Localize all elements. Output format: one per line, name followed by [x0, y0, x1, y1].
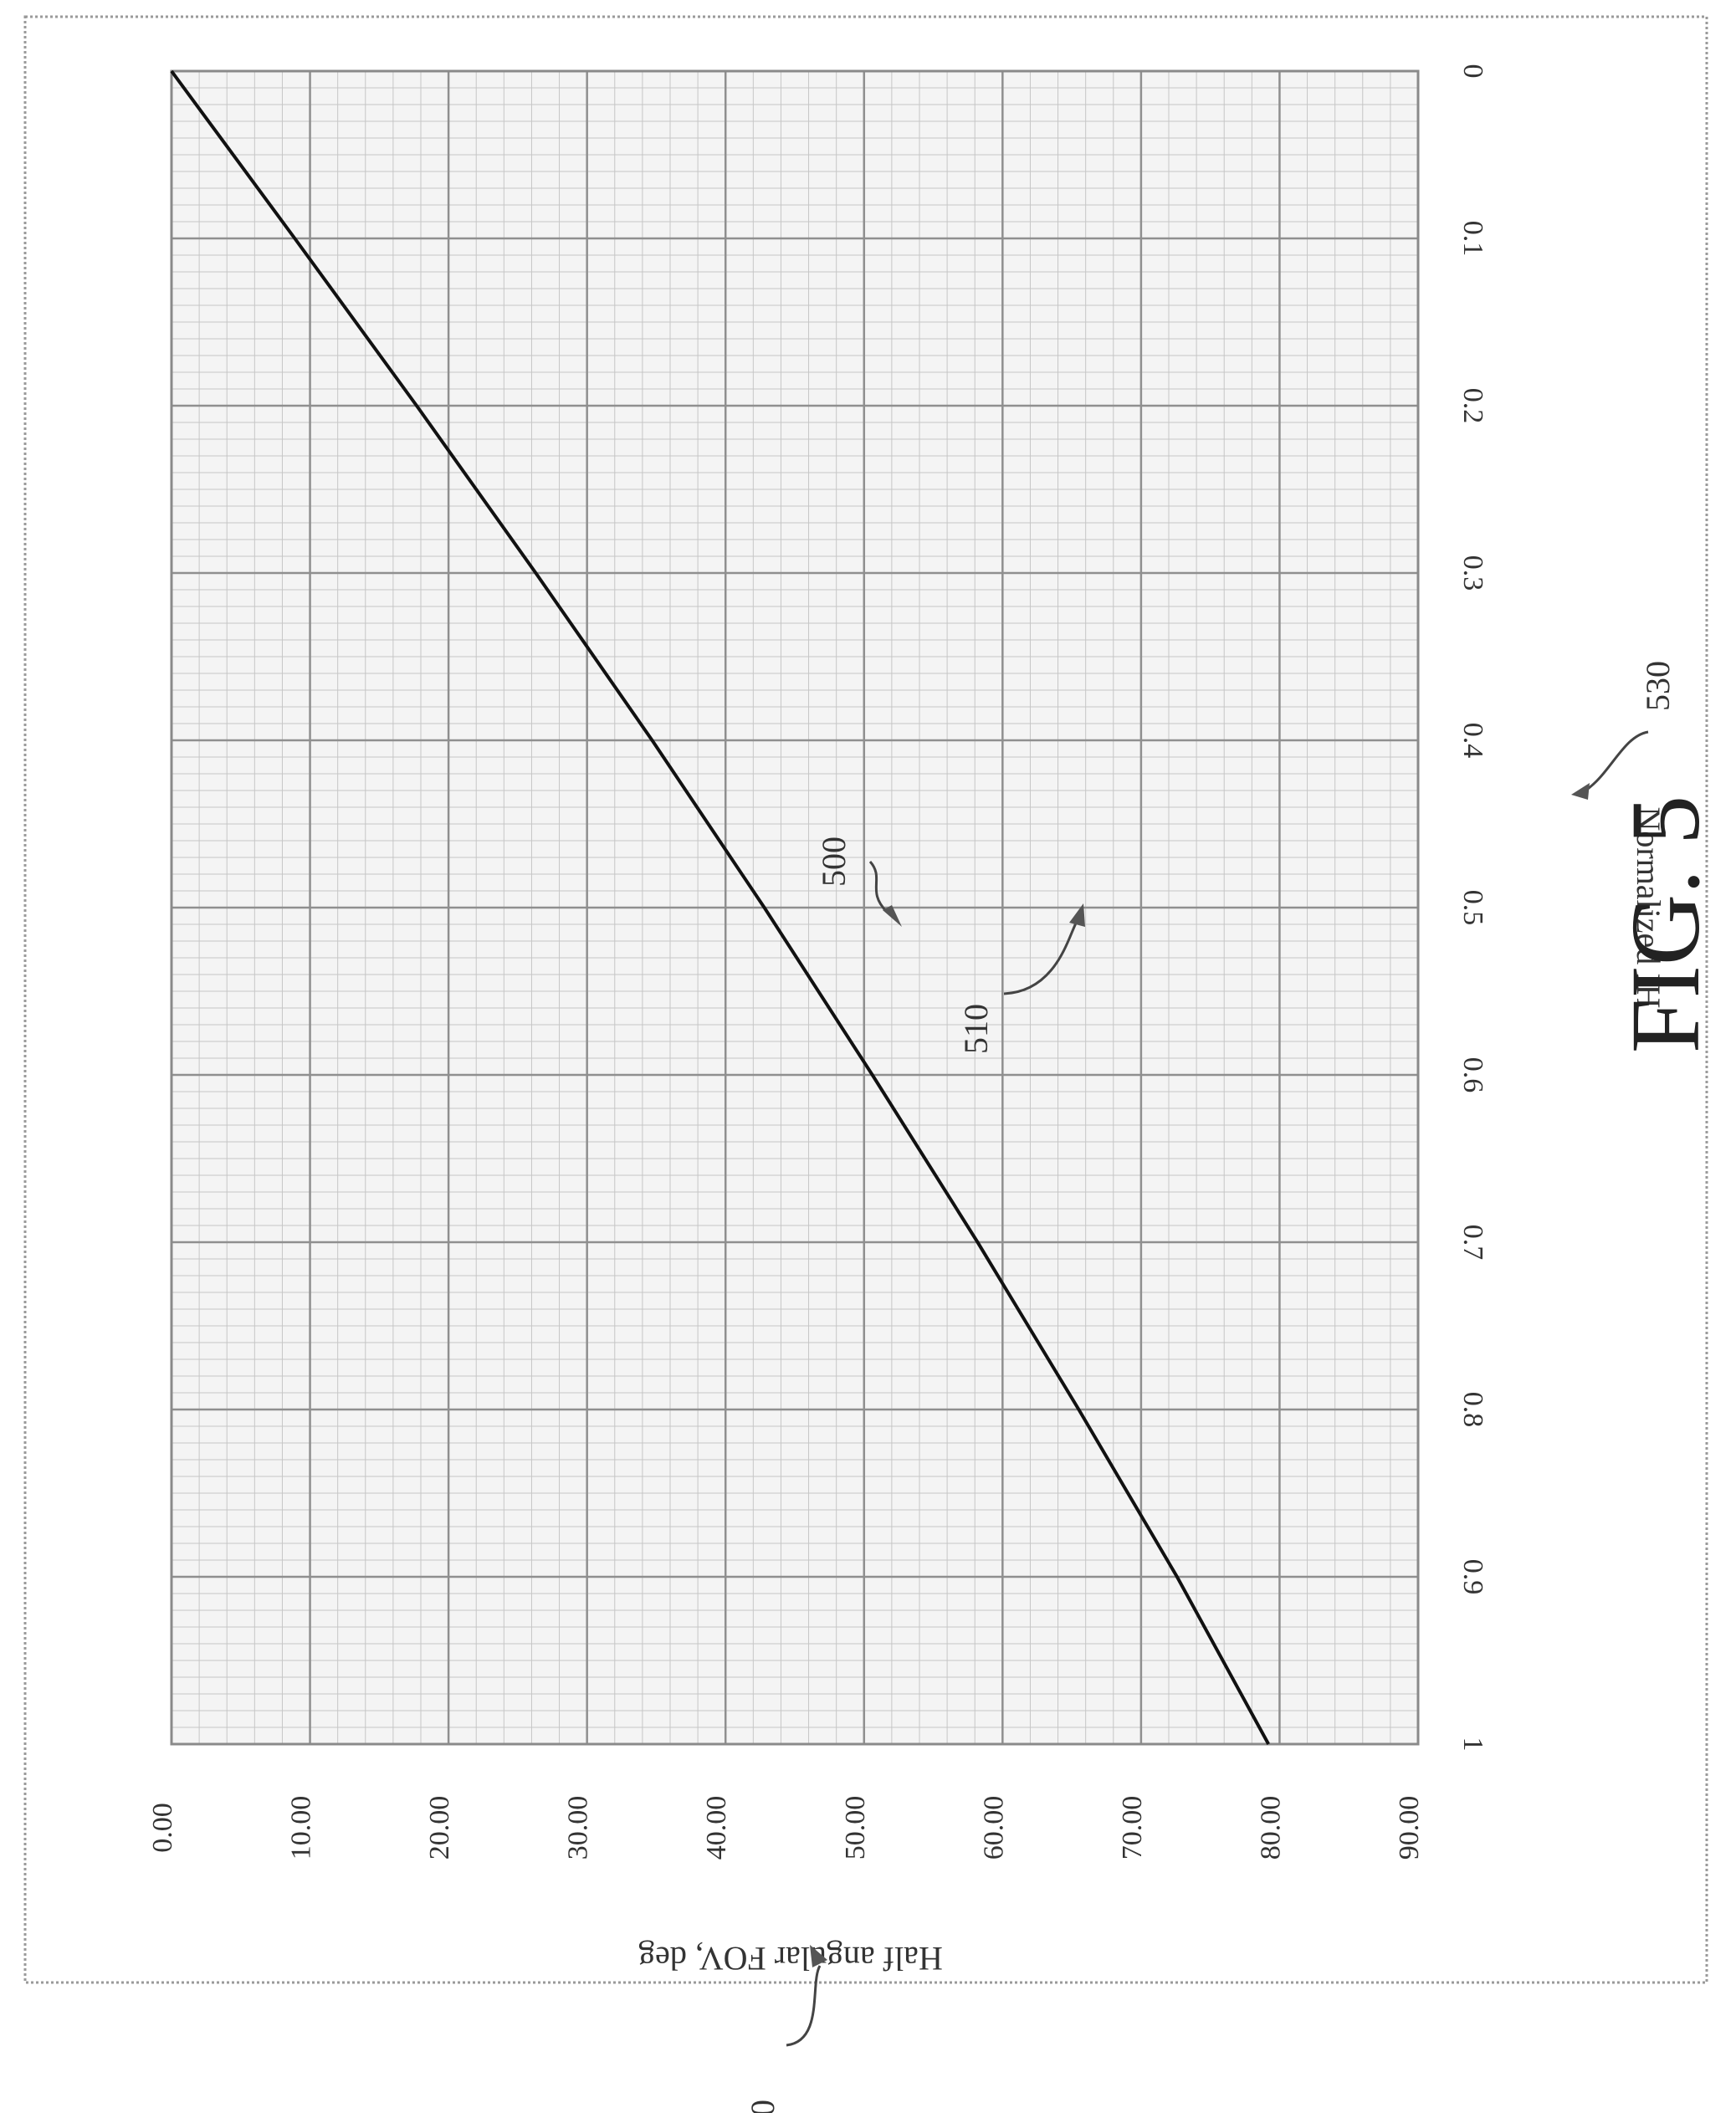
figure-frame [23, 15, 1708, 1984]
y-tick-labels: 0.00 10.00 20.00 30.00 40.00 50.00 60.00 70.00 8… [147, 1796, 1425, 1860]
ref-520-arrow-icon [810, 1945, 827, 1967]
y-tick-label: 80.00 [1255, 1796, 1286, 1860]
ref-500-leader [868, 860, 888, 913]
ref-520-label: 520 [744, 2100, 781, 2113]
ref-510-leader [1003, 919, 1079, 995]
ref-530-leader [1585, 730, 1649, 792]
x-tick-label: 0 [1457, 64, 1488, 79]
major-grid [172, 71, 1418, 1744]
series-line [170, 69, 1270, 1745]
ref-520-leader [786, 1965, 822, 2047]
x-tick-label: 0.2 [1457, 388, 1488, 424]
y-tick-label: 30.00 [563, 1796, 594, 1860]
y-tick-label: 60.00 [978, 1796, 1009, 1860]
chart-plot: 0 0.1 0.2 0.3 0.4 0.5 0.6 0.7 0.8 0.9 1 0.00 10.00 2… [147, 64, 1667, 1860]
y-tick-label: 40.00 [701, 1796, 732, 1860]
x-tick-label: 0.3 [1457, 555, 1488, 591]
ref-530-label: 530 [1639, 661, 1677, 711]
ref-510-arrow-icon [1069, 903, 1085, 927]
y-tick-label: 70.00 [1117, 1796, 1148, 1860]
x-tick-label: 0.5 [1457, 890, 1488, 926]
figure-title: FIG. 5 [1611, 796, 1720, 1053]
x-tick-label: 0.9 [1457, 1559, 1488, 1595]
plot-border [170, 69, 1420, 1746]
x-tick-label: 0.8 [1457, 1392, 1488, 1428]
x-axis-label: Normalized IH [1630, 806, 1667, 1008]
x-tick-labels: 0 0.1 0.2 0.3 0.4 0.5 0.6 0.7 0.8 0.9 1 [1457, 64, 1488, 1752]
x-tick-label: 0.4 [1457, 723, 1488, 759]
x-tick-label: 0.7 [1457, 1225, 1488, 1261]
y-tick-label: 50.00 [840, 1796, 871, 1860]
ref-500-label: 500 [815, 837, 853, 887]
y-tick-label: 10.00 [286, 1796, 317, 1860]
ref-530-arrow-icon [1571, 783, 1590, 800]
ref-500-arrow-icon [883, 905, 902, 927]
y-tick-label: 90.00 [1394, 1796, 1425, 1860]
x-tick-label: 1 [1457, 1737, 1488, 1752]
x-tick-label: 0.6 [1457, 1057, 1488, 1093]
x-tick-label: 0.1 [1457, 221, 1488, 257]
y-axis-label: Half angular FOV, deg [638, 1940, 943, 1977]
y-tick-label: 20.00 [424, 1796, 455, 1860]
ref-510-label: 510 [957, 1004, 995, 1054]
y-tick-label: 0.00 [147, 1803, 178, 1853]
